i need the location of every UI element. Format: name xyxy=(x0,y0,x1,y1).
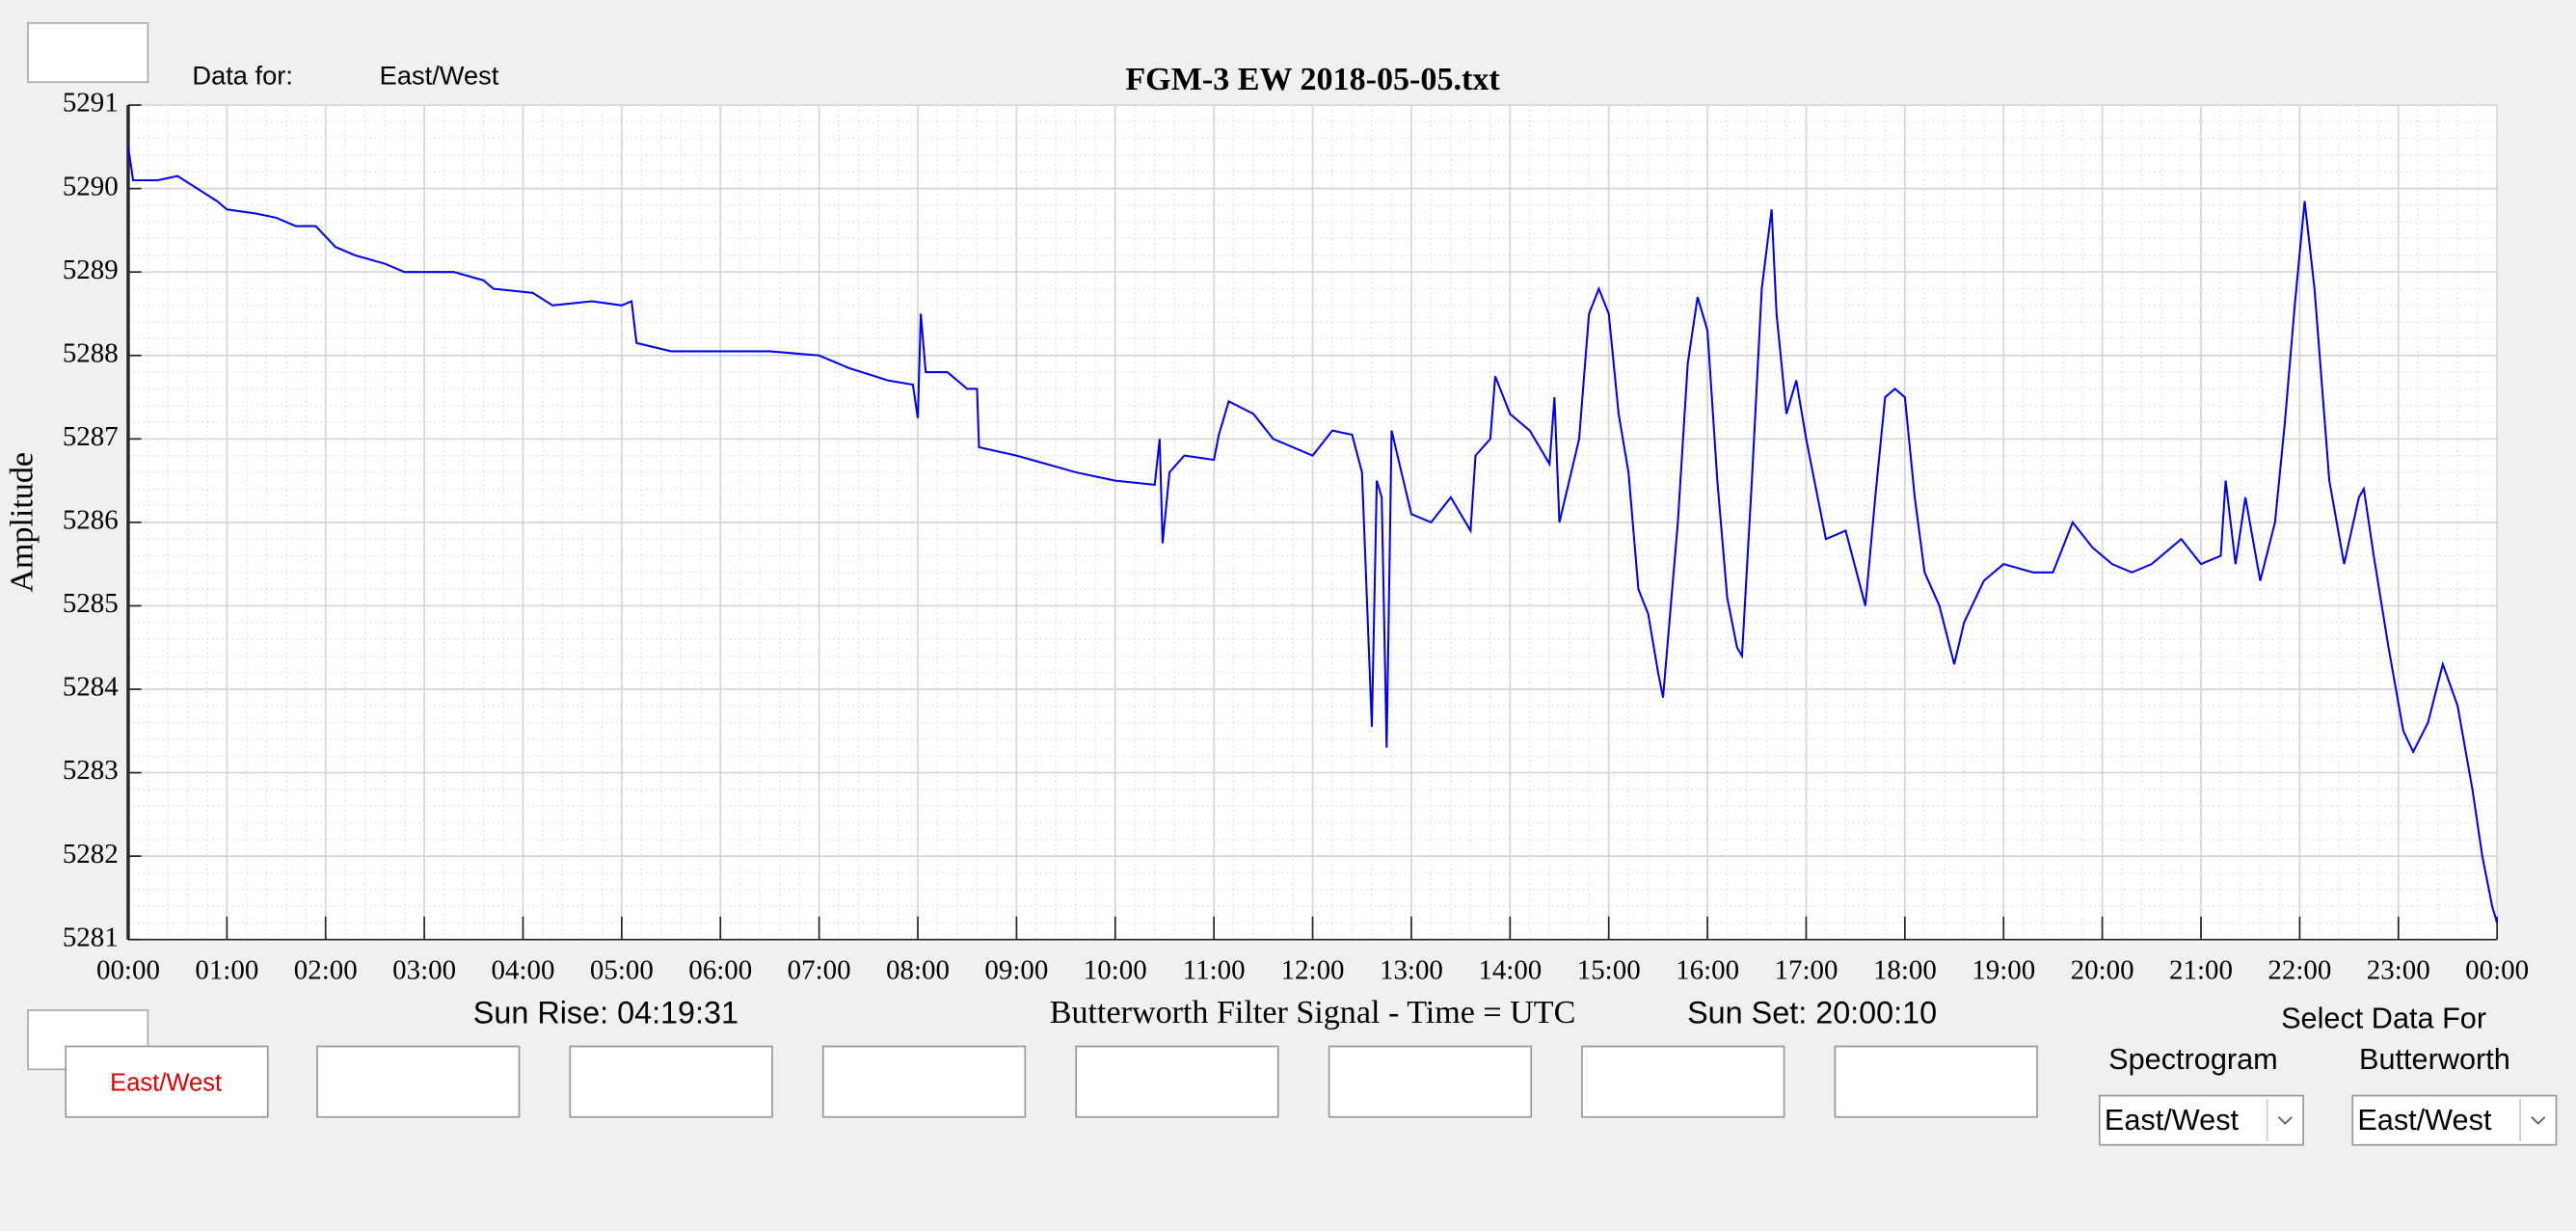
tab-button[interactable] xyxy=(65,1045,269,1118)
y-tick-label: 5288 xyxy=(63,337,119,368)
dropdown-box[interactable] xyxy=(2098,1094,2304,1146)
x-tick-label: 19:00 xyxy=(1972,954,2035,985)
x-tick-label: 00:00 xyxy=(2465,954,2529,985)
y-axis-label: Amplitude xyxy=(4,452,40,593)
x-tick-label: 09:00 xyxy=(984,954,1048,985)
x-tick-label: 20:00 xyxy=(2071,954,2134,985)
y-tick-label: 5283 xyxy=(63,755,119,786)
y-tick-label: 5289 xyxy=(63,254,119,285)
x-tick-label: 15:00 xyxy=(1577,954,1641,985)
y-tick-label: 5287 xyxy=(63,421,119,452)
data-line xyxy=(126,147,2499,923)
tab-button[interactable] xyxy=(1581,1045,1785,1118)
tab-button[interactable] xyxy=(1328,1045,1533,1118)
x-tick-label: 11:00 xyxy=(1183,954,1246,985)
sun-set: Sun Set: 20:00:10 xyxy=(1687,996,1937,1030)
dropdown-value: East/West xyxy=(2105,1104,2240,1137)
tab-button[interactable] xyxy=(316,1045,521,1118)
y-tick-label: 5281 xyxy=(63,922,119,952)
y-tick-label: 5291 xyxy=(63,88,119,119)
x-tick-label: 23:00 xyxy=(2367,954,2430,985)
data-for-value: East/West xyxy=(380,60,499,90)
tab-button[interactable] xyxy=(821,1045,1027,1118)
tab-button[interactable] xyxy=(1075,1045,1279,1118)
dropdown-box[interactable] xyxy=(2351,1094,2558,1146)
spectrogram-dropdown[interactable]: East/West xyxy=(2098,1094,2304,1146)
chart: 5281 5282 5283 5284 5285 5286 5287 5288 5289 5290… xyxy=(63,88,2529,986)
x-tick-label: 00:00 xyxy=(96,954,160,985)
sun-rise: Sun Rise: 04:19:31 xyxy=(473,996,738,1030)
x-tick-label: 18:00 xyxy=(1873,954,1937,985)
tab-button[interactable] xyxy=(569,1045,773,1118)
x-tick-label: 04:00 xyxy=(492,954,555,985)
x-tick-label: 12:00 xyxy=(1281,954,1345,985)
x-tick-label: 17:00 xyxy=(1775,954,1838,985)
x-tick-label: 01:00 xyxy=(195,954,258,985)
y-tick-label: 5290 xyxy=(63,171,119,201)
dropdown-arrow[interactable] xyxy=(2277,1116,2293,1125)
x-tick-label: 10:00 xyxy=(1084,954,1147,985)
x-axis-label: Butterworth Filter Signal - Time = UTC xyxy=(1050,995,1576,1030)
top-left-box[interactable] xyxy=(27,22,149,84)
x-tick-label: 16:00 xyxy=(1676,954,1739,985)
x-tick-label: 03:00 xyxy=(392,954,456,985)
y-tick-label: 5282 xyxy=(63,839,119,870)
x-tick-label: 06:00 xyxy=(688,954,752,985)
data-for-label: Data for: xyxy=(192,60,293,90)
x-tick-label: 13:00 xyxy=(1380,954,1443,985)
y-tick-label: 5284 xyxy=(63,672,119,703)
x-tick-label: 02:00 xyxy=(294,954,358,985)
x-tick-label: 14:00 xyxy=(1478,954,1542,985)
spectrogram-label: Spectrogram xyxy=(2108,1043,2278,1076)
tab-row: East/West xyxy=(65,1045,2038,1118)
y-tick-label: 5286 xyxy=(63,505,119,536)
x-tick-label: 22:00 xyxy=(2267,954,2331,985)
dropdown-value: East/West xyxy=(2357,1104,2492,1137)
butterworth-dropdown[interactable]: East/West xyxy=(2351,1094,2558,1146)
x-tick-label: 21:00 xyxy=(2169,954,2233,985)
dropdown-arrow[interactable] xyxy=(2531,1116,2546,1125)
butterworth-label: Butterworth xyxy=(2359,1043,2510,1076)
tab-label: East/West xyxy=(110,1069,222,1096)
selector-title: Select Data For xyxy=(2281,1002,2486,1034)
x-tick-label: 07:00 xyxy=(788,954,851,985)
tab-button[interactable] xyxy=(1834,1045,2038,1118)
x-tick-label: 05:00 xyxy=(590,954,654,985)
y-tick-label: 5285 xyxy=(63,588,119,619)
chart-title: FGM-3 EW 2018-05-05.txt xyxy=(1125,62,1500,97)
x-tick-label: 08:00 xyxy=(886,954,950,985)
